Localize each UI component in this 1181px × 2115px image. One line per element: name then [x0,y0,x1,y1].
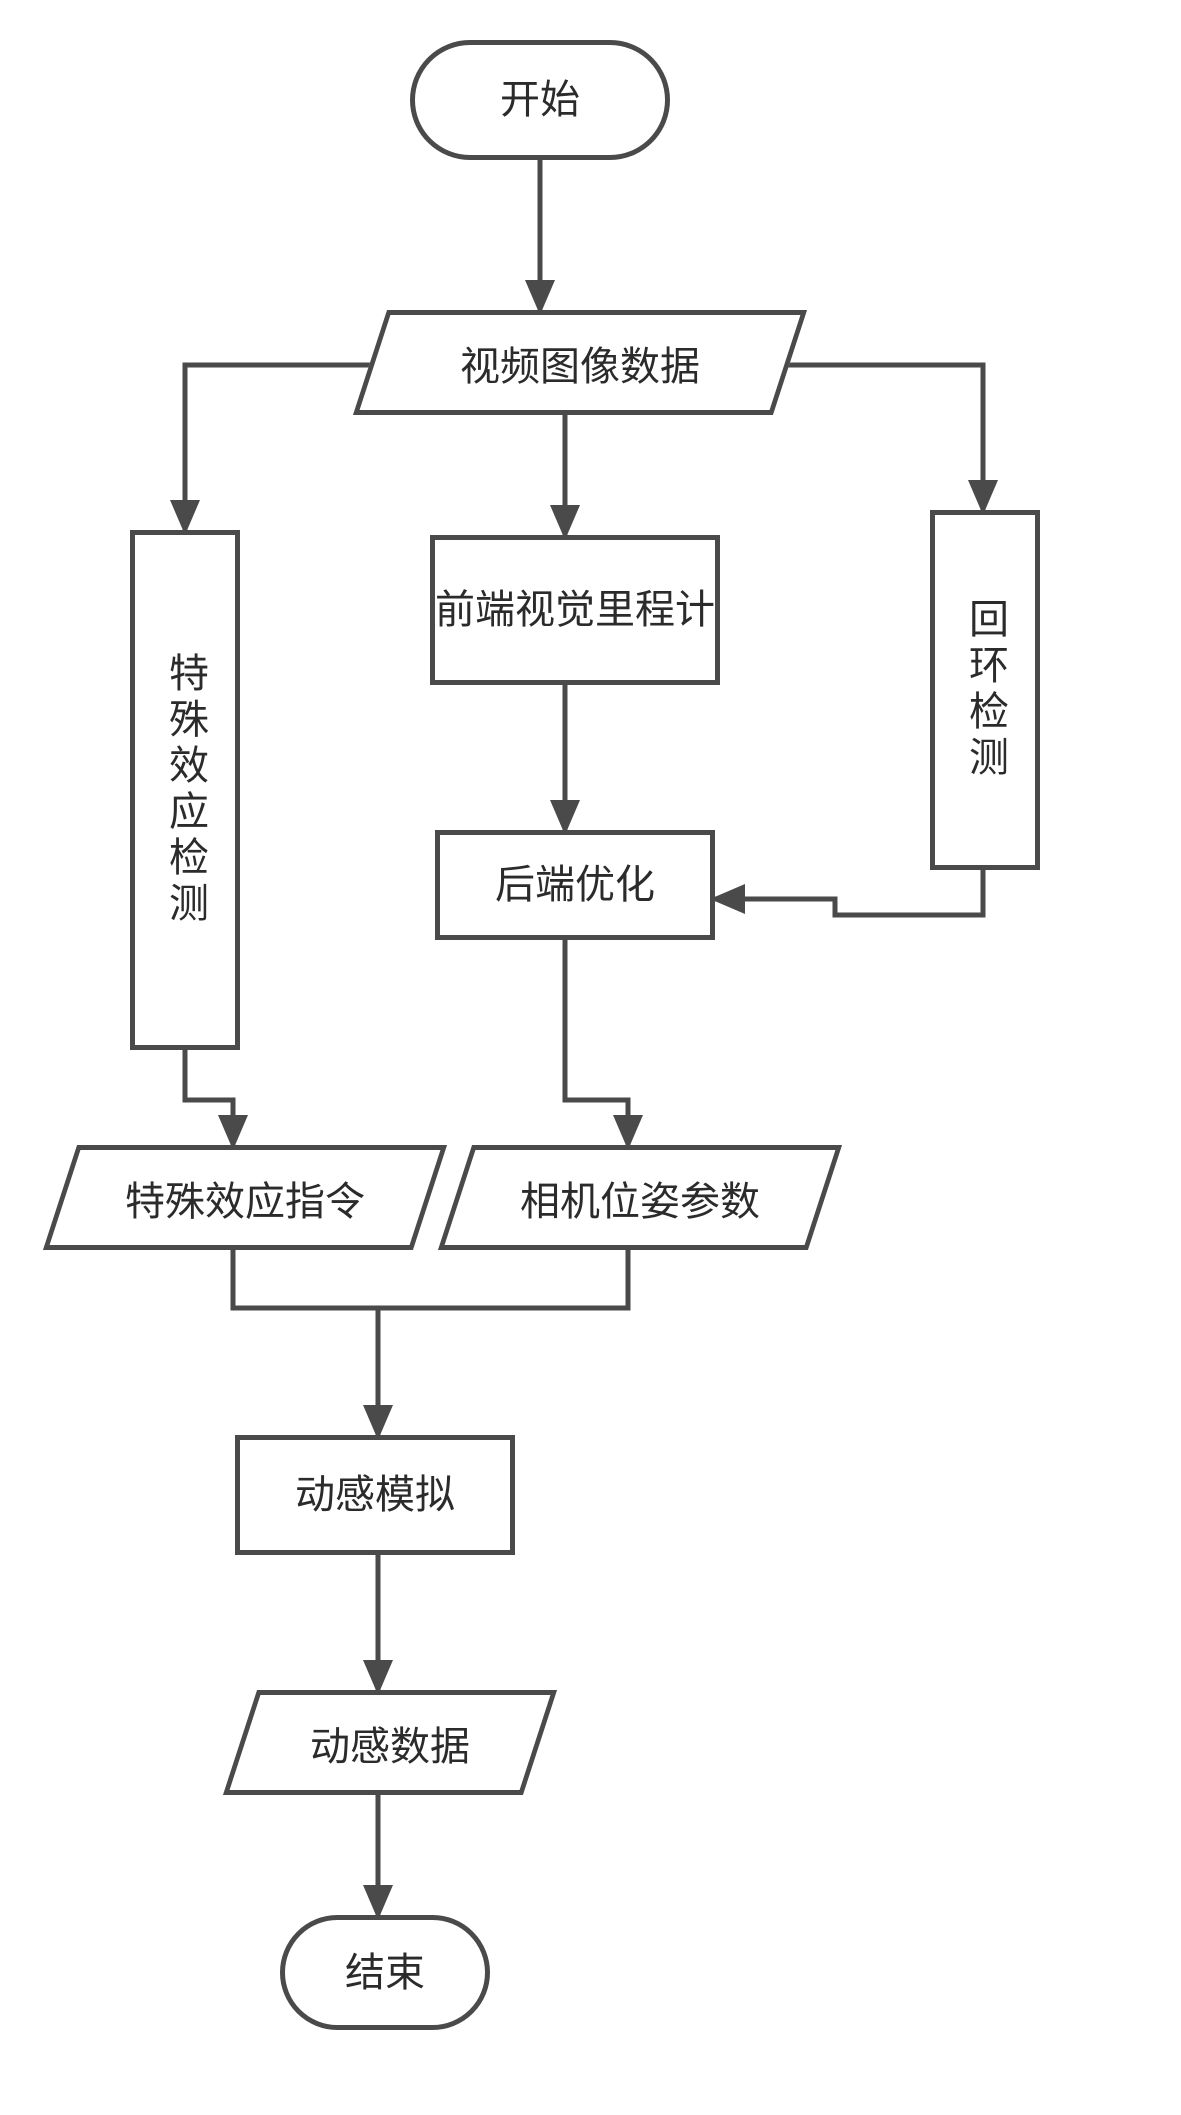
flowchart-canvas: 开始视频图像数据特殊效应检测 前端视觉里程计 回环检测后端优化特殊效应指令相机位姿参… [0,0,1181,2115]
edge-video-loop_det [765,365,983,510]
edge-special_det-special_cmd [185,1050,233,1145]
node-backend-label: 后端优化 [495,861,655,909]
node-front_vo: 前端视觉里程计 [430,535,720,685]
node-video: 视频图像数据 [370,310,790,415]
node-motion_sim: 动感模拟 [235,1435,515,1555]
node-video-label: 视频图像数据 [370,310,790,415]
node-special_det: 特殊效应检测 [130,530,240,1050]
node-front_vo-label: 前端视觉里程计 [435,586,715,634]
node-loop_det-label: 回环检测 [961,598,1009,782]
node-backend: 后端优化 [435,830,715,940]
node-special_cmd: 特殊效应指令 [60,1145,430,1250]
node-motion_data-label: 动感数据 [240,1690,540,1795]
node-start: 开始 [410,40,670,160]
node-loop_det: 回环检测 [930,510,1040,870]
node-motion_sim-label: 动感模拟 [295,1471,455,1519]
node-special_det-label: 特殊效应检测 [161,652,209,928]
node-motion_data: 动感数据 [240,1690,540,1795]
node-end: 结束 [280,1915,490,2030]
edge-loop_det-backend [715,870,983,915]
node-end-label: 结束 [345,1949,425,1997]
node-camera_pose-label: 相机位姿参数 [455,1145,825,1250]
edge-video-special_det [185,365,390,530]
edge-backend-camera_pose [565,940,628,1145]
edge-camera_pose-merge [378,1250,628,1308]
node-camera_pose: 相机位姿参数 [455,1145,825,1250]
edge-special_cmd-merge [233,1250,378,1308]
node-special_cmd-label: 特殊效应指令 [60,1145,430,1250]
node-start-label: 开始 [500,76,580,124]
